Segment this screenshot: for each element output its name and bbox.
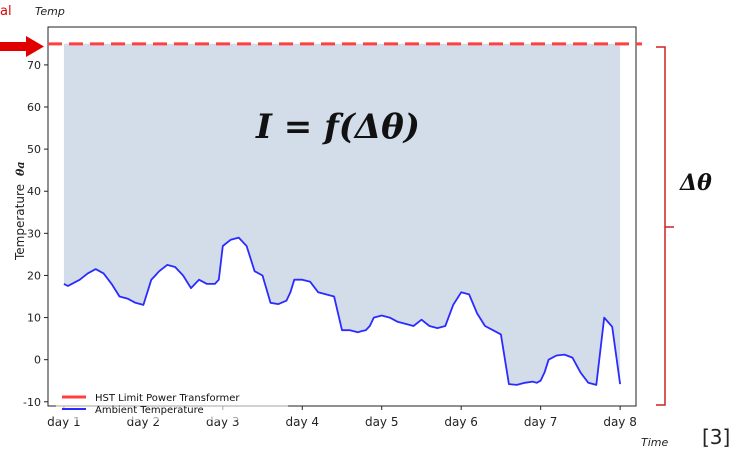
x-tick-label: day 6 xyxy=(444,415,478,429)
y-tick-label: 0 xyxy=(34,354,41,367)
formula-annotation: I = f(Δθ) xyxy=(255,107,420,147)
legend-label-hst-limit: HST Limit Power Transformer xyxy=(95,393,240,404)
y-tick-label: 30 xyxy=(27,227,41,240)
plot-frame xyxy=(47,26,637,407)
x-tick-label: day 8 xyxy=(603,415,637,429)
y-tick-label: 60 xyxy=(27,101,41,114)
delta-fill-region xyxy=(63,43,621,385)
y-tick-label: 40 xyxy=(27,185,41,198)
legend-label-ambient: Ambient Temperature xyxy=(95,405,204,416)
top-axis-label: Temp xyxy=(35,5,65,18)
x-axis-label: Time xyxy=(641,436,668,449)
delta-theta-label: Δθ xyxy=(679,170,712,196)
series-line-ambient xyxy=(63,236,621,386)
delta-bracket xyxy=(656,46,674,406)
legend: HST Limit Power Transformer Ambient Temp… xyxy=(56,386,288,420)
y-tick-label: 10 xyxy=(27,312,41,325)
red-arrow-icon xyxy=(0,36,44,57)
y-tick-label: 20 xyxy=(27,269,41,282)
x-tick-label: day 7 xyxy=(524,415,558,429)
corner-note: al xyxy=(0,4,12,19)
y-axis-ticks: -10 0 10 20 30 40 50 60 70 xyxy=(23,59,48,409)
y-axis-label: Temperature xyxy=(13,184,27,261)
y-axis-symbol: θa xyxy=(14,162,27,176)
x-tick-label: day 4 xyxy=(286,415,320,429)
y-tick-label: -10 xyxy=(23,396,41,409)
y-tick-label: 50 xyxy=(27,143,41,156)
citation: [3] xyxy=(702,425,730,449)
y-tick-label: 70 xyxy=(27,59,41,72)
x-tick-label: day 5 xyxy=(365,415,399,429)
